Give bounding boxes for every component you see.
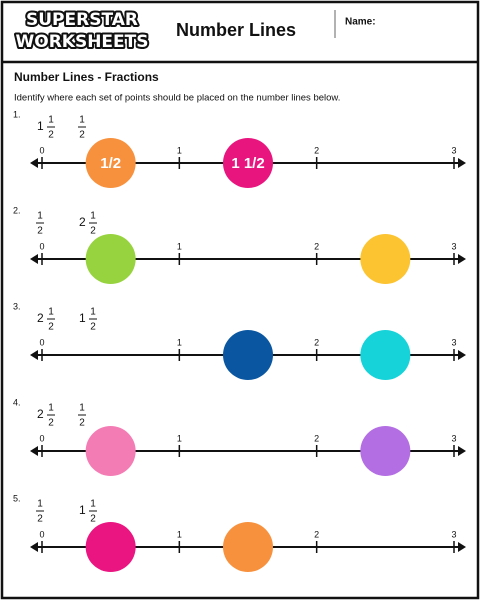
section-title: Number Lines - Fractions xyxy=(14,70,159,84)
logo-bottom: WORKSHEETS xyxy=(15,32,148,52)
tick-label: 2 xyxy=(314,241,319,251)
fraction-denominator: 2 xyxy=(48,322,54,333)
tick-label: 1 xyxy=(177,337,182,347)
fraction-denominator: 2 xyxy=(79,418,85,429)
fraction-denominator: 2 xyxy=(90,322,96,333)
fraction-numerator: 1 xyxy=(37,499,43,510)
fraction-denominator: 2 xyxy=(90,226,96,237)
arrow-left xyxy=(30,350,38,360)
fraction-denominator: 2 xyxy=(37,514,43,525)
tick-label: 1 xyxy=(177,433,182,443)
point-label: 1/2 xyxy=(100,155,121,172)
fraction-denominator: 2 xyxy=(48,418,54,429)
tick-label: 2 xyxy=(314,433,319,443)
point-label: 1 1/2 xyxy=(231,155,264,172)
fraction-whole: 2 xyxy=(79,215,86,229)
fraction-denominator: 2 xyxy=(48,130,54,141)
fraction-whole: 1 xyxy=(79,311,86,325)
tick-label: 2 xyxy=(314,529,319,539)
point xyxy=(360,426,411,476)
fraction-denominator: 2 xyxy=(90,514,96,525)
point xyxy=(85,138,136,188)
arrow-right xyxy=(458,350,466,360)
tick-label: 1 xyxy=(177,529,182,539)
tick-label: 1 xyxy=(177,241,182,251)
arrow-left xyxy=(30,542,38,552)
tick-label: 0 xyxy=(39,241,44,251)
fraction-numerator: 1 xyxy=(79,115,85,126)
arrow-left xyxy=(30,446,38,456)
tick-label: 3 xyxy=(451,241,456,251)
name-label: Name: xyxy=(345,17,376,28)
fraction-numerator: 1 xyxy=(48,115,54,126)
fraction-whole: 1 xyxy=(79,503,86,517)
point xyxy=(360,330,411,380)
arrow-right xyxy=(458,542,466,552)
tick-label: 3 xyxy=(451,337,456,347)
point xyxy=(360,234,411,284)
point xyxy=(223,138,273,188)
point xyxy=(223,330,273,380)
point xyxy=(223,522,273,572)
arrow-right xyxy=(458,158,466,168)
tick-label: 3 xyxy=(451,433,456,443)
point xyxy=(85,522,136,572)
instructions: Identify where each set of points should… xyxy=(14,93,340,104)
problem-number: 3. xyxy=(13,301,21,311)
fraction-whole: 2 xyxy=(37,311,44,325)
tick-label: 3 xyxy=(451,529,456,539)
tick-label: 1 xyxy=(177,145,182,155)
point xyxy=(85,426,136,476)
tick-label: 2 xyxy=(314,145,319,155)
fraction-denominator: 2 xyxy=(37,226,43,237)
fraction-numerator: 1 xyxy=(48,403,54,414)
fraction-numerator: 1 xyxy=(90,307,96,318)
tick-label: 3 xyxy=(451,145,456,155)
problem-number: 1. xyxy=(13,109,21,119)
fraction-numerator: 1 xyxy=(37,211,43,222)
arrow-right xyxy=(458,446,466,456)
tick-label: 0 xyxy=(39,337,44,347)
problem-number: 5. xyxy=(13,493,21,503)
fraction-numerator: 1 xyxy=(79,403,85,414)
tick-label: 2 xyxy=(314,337,319,347)
arrow-left xyxy=(30,158,38,168)
problem-number: 4. xyxy=(13,397,21,407)
logo-top: SUPERSTAR xyxy=(26,10,138,30)
fraction-numerator: 1 xyxy=(48,307,54,318)
tick-label: 0 xyxy=(39,145,44,155)
problem-number: 2. xyxy=(13,205,21,215)
fraction-numerator: 1 xyxy=(90,211,96,222)
title: Number Lines xyxy=(176,20,296,40)
fraction-numerator: 1 xyxy=(90,499,96,510)
fraction-whole: 2 xyxy=(37,407,44,421)
fraction-denominator: 2 xyxy=(79,130,85,141)
arrow-right xyxy=(458,254,466,264)
tick-label: 0 xyxy=(39,529,44,539)
point xyxy=(85,234,136,284)
fraction-whole: 1 xyxy=(37,119,44,133)
tick-label: 0 xyxy=(39,433,44,443)
arrow-left xyxy=(30,254,38,264)
